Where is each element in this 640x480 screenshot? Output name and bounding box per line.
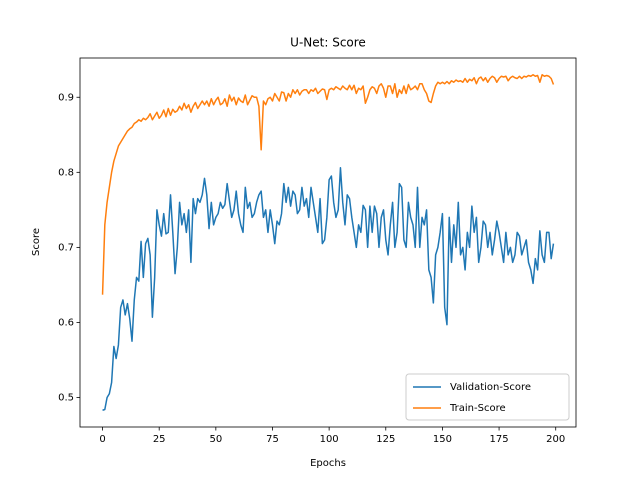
legend-box	[405, 373, 570, 421]
y-axis-label: Score	[31, 228, 42, 256]
x-tick-label: 100	[320, 434, 339, 445]
x-tick-label: 0	[99, 434, 105, 445]
x-tick-label: 50	[209, 434, 222, 445]
x-tick-label: 200	[546, 434, 565, 445]
x-axis-label: Epochs	[310, 458, 346, 469]
y-tick-label: 0.6	[58, 317, 74, 328]
y-tick-label: 0.5	[58, 393, 74, 404]
y-tick-label: 0.7	[58, 242, 74, 253]
x-tick-label: 175	[490, 434, 509, 445]
x-tick-label: 25	[153, 434, 166, 445]
axes-frame	[79, 57, 577, 428]
series-line	[102, 167, 555, 411]
y-tick-label: 0.8	[58, 167, 74, 178]
x-tick-label: 75	[266, 434, 279, 445]
series-line	[101, 73, 555, 295]
y-tick-label: 0.9	[58, 92, 74, 103]
legend-label: Train-Score	[449, 403, 506, 414]
legend-label: Validation-Score	[450, 382, 531, 393]
chart-title: U-Net: Score	[290, 36, 366, 50]
x-tick-label: 150	[433, 434, 452, 445]
x-tick-label: 125	[376, 434, 395, 445]
